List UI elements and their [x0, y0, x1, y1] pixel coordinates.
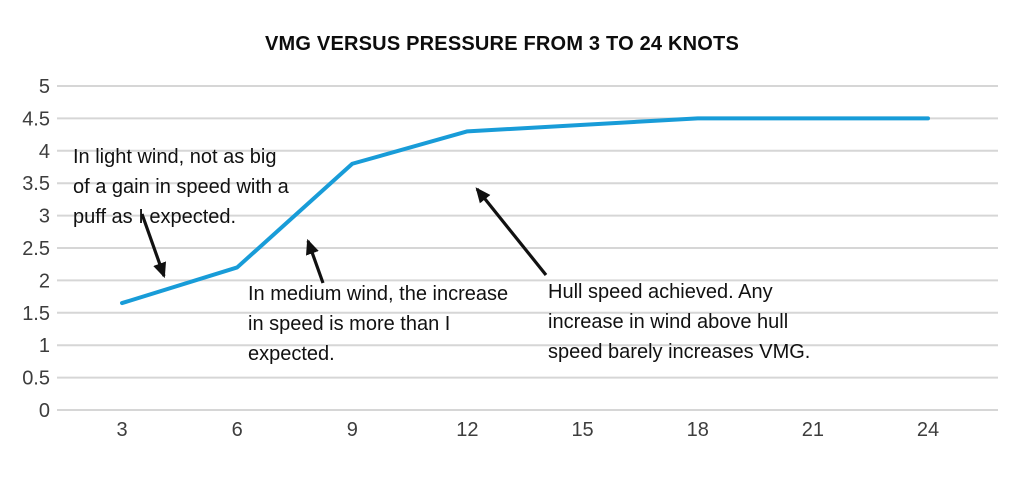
x-tick-label: 3 — [116, 419, 127, 441]
y-tick-label: 1.5 — [22, 303, 50, 325]
y-tick-label: 4.5 — [22, 108, 50, 130]
x-tick-label: 24 — [917, 419, 939, 441]
x-tick-label: 21 — [802, 419, 824, 441]
y-tick-label: 2 — [39, 270, 50, 292]
annotation-arrow-1 — [140, 213, 167, 279]
vmg-data-line — [120, 116, 930, 306]
annotation-arrow-3 — [475, 187, 548, 277]
annotation-hull-speed: Hull speed achieved. Any increase in win… — [548, 281, 811, 363]
y-tick-label: 3.5 — [22, 173, 50, 195]
chart-title: VMG VERSUS PRESSURE FROM 3 TO 24 KNOTS — [265, 33, 739, 55]
y-tick-label: 1 — [39, 335, 50, 357]
y-tick-label: 0.5 — [22, 368, 50, 390]
x-tick-label: 12 — [456, 419, 478, 441]
y-tick-label: 5 — [39, 76, 50, 98]
x-tick-label: 15 — [571, 419, 593, 441]
x-tick-label: 6 — [232, 419, 243, 441]
y-tick-label: 4 — [39, 141, 50, 163]
annotation-light-wind: In light wind, not as big of a gain in s… — [73, 146, 289, 228]
y-tick-label: 2.5 — [22, 238, 50, 260]
annotation-medium-wind: In medium wind, the increase in speed is… — [248, 283, 509, 365]
y-tick-label: 0 — [39, 400, 50, 422]
x-tick-label: 18 — [687, 419, 709, 441]
annotation-arrow-2 — [306, 238, 325, 284]
x-tick-label: 9 — [347, 419, 358, 441]
y-tick-label: 3 — [39, 206, 50, 228]
